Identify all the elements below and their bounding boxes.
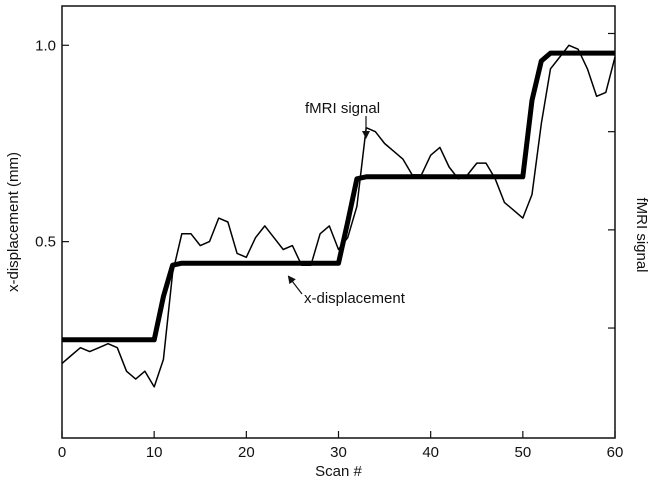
series-layer [61,44,616,388]
right-axis-title: fMRI signal [633,197,650,272]
tick-layer: 0 10 20 30 40 50 60 0.5 1.0 [35,32,624,461]
y-axis-title: x-displacement (mm) [5,152,22,292]
annotation-displacement-label: x-displacement [304,290,406,307]
series-line-x-displacement [62,50,615,343]
x-tick-label: 20 [238,444,255,461]
x-tick-label: 30 [330,444,347,461]
x-tick-label: 60 [607,444,624,461]
x-tick-label: 40 [422,444,439,461]
x-tick-label: 50 [514,444,531,461]
x-tick-label: 0 [58,444,66,461]
y-tick-label: 0.5 [35,234,56,251]
x-axis-title: Scan # [315,463,362,480]
y-tick-label: 1.0 [35,37,56,54]
plot-frame [61,5,616,439]
annotation-layer: fMRI signal x-displacement [287,100,406,307]
annotation-displacement-arrow [287,275,303,295]
series-line-fmri-signal [61,44,616,388]
annotation-fmri-label: fMRI signal [305,100,380,117]
x-tick-label: 10 [146,444,163,461]
